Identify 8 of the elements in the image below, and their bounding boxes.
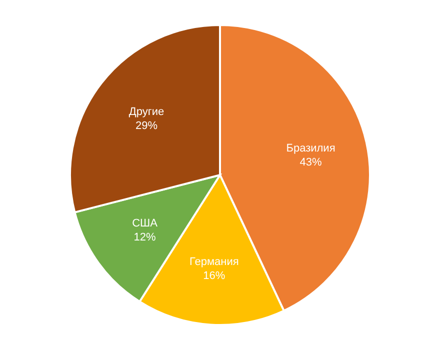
slice-label: Другие xyxy=(128,106,164,118)
data-label: 12% xyxy=(134,232,156,244)
slice-label: США xyxy=(132,218,158,230)
data-label: 29% xyxy=(136,120,158,132)
data-label: 43% xyxy=(300,156,322,169)
data-label: 16% xyxy=(203,270,226,282)
slice-label: Бразилия xyxy=(286,142,336,155)
slice-label: Германия xyxy=(190,256,239,268)
